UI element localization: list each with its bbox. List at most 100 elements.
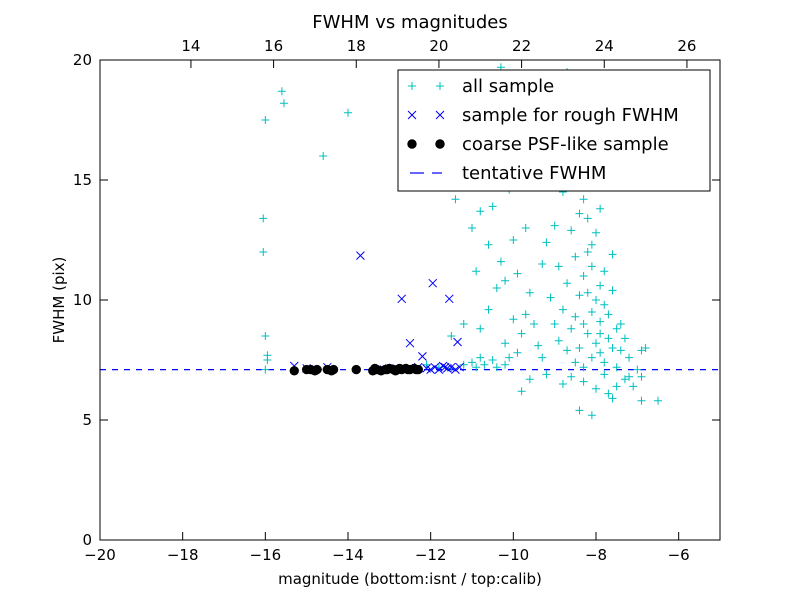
all-sample-point — [550, 221, 559, 230]
all-sample-point — [571, 252, 580, 261]
legend-marker — [436, 82, 444, 90]
x-tick-label: −8 — [585, 546, 607, 564]
x-tick-label: −10 — [498, 546, 530, 564]
rough-fwhm-point — [397, 294, 407, 304]
legend-label: tentative FWHM — [462, 163, 606, 184]
all-sample-point — [484, 240, 493, 249]
rough-fwhm-point — [444, 294, 454, 304]
all-sample-point — [492, 363, 501, 372]
all-sample-point — [592, 384, 600, 393]
legend-marker — [435, 139, 445, 149]
all-sample-point — [459, 320, 468, 328]
all-sample-point — [625, 372, 634, 381]
all-sample-point — [542, 370, 551, 379]
all-sample-point — [501, 276, 510, 285]
rough-fwhm-point — [405, 338, 415, 348]
y-tick-label: 15 — [73, 171, 92, 189]
legend-marker — [408, 82, 416, 90]
all-sample-point — [579, 377, 588, 386]
all-sample-point — [554, 336, 563, 345]
all-sample-point — [616, 346, 625, 355]
all-sample-point — [509, 315, 518, 324]
y-tick-label: 0 — [82, 531, 92, 549]
y-tick-label: 20 — [73, 51, 92, 69]
all-sample-point — [612, 382, 621, 391]
y-tick-label: 10 — [73, 291, 92, 309]
rough-fwhm-point — [426, 365, 436, 374]
all-sample-point — [277, 87, 286, 96]
all-sample-point — [654, 396, 662, 405]
all-sample-point — [596, 204, 605, 213]
all-sample-point — [534, 341, 543, 350]
x-tick-label: −14 — [332, 546, 364, 564]
psf-like-point — [328, 364, 339, 375]
all-sample-point — [525, 375, 534, 384]
all-sample-point — [620, 375, 629, 384]
all-sample-point — [583, 214, 592, 223]
top-x-tick-label: 20 — [429, 37, 448, 55]
all-sample-point — [592, 339, 600, 348]
all-sample-point — [596, 348, 605, 357]
legend-item: all sample — [408, 76, 554, 97]
all-sample-point — [521, 224, 530, 232]
all-sample-point — [604, 310, 613, 319]
all-sample-point — [476, 207, 485, 216]
psf-like-point — [413, 364, 423, 375]
rough-fwhm-point — [440, 362, 450, 372]
legend-item: coarse PSF-like sample — [407, 134, 669, 155]
all-sample-point — [517, 329, 526, 338]
all-sample-point — [575, 209, 584, 218]
all-sample-point — [472, 267, 481, 276]
x-axis-label: magnitude (bottom:isnt / top:calib) — [278, 570, 542, 588]
x-tick-label: −6 — [668, 546, 690, 564]
all-sample-point — [279, 99, 288, 108]
all-sample-point — [488, 202, 497, 211]
all-sample-point — [451, 195, 460, 204]
all-sample-point — [558, 380, 567, 388]
all-sample-point — [587, 240, 596, 249]
all-sample-point — [596, 281, 605, 290]
all-sample-point — [567, 372, 576, 381]
all-sample-point — [629, 382, 638, 391]
all-sample-point — [600, 267, 609, 276]
all-sample-point — [596, 329, 605, 338]
legend-box — [397, 69, 711, 192]
top-x-tick-label: 16 — [264, 37, 283, 55]
y-axis-label: FWHM (pix) — [50, 257, 68, 344]
all-sample-point — [501, 360, 510, 369]
top-x-tick-label: 14 — [181, 37, 200, 55]
all-sample-point — [600, 370, 609, 379]
all-sample-point — [579, 363, 588, 372]
all-sample-point — [501, 339, 510, 348]
axes: −20 −18 −16 −14 −12 −10 −8 −6 0 5 10 15 20 14 16 18 20 22… — [73, 37, 721, 564]
all-sample-point — [538, 353, 547, 362]
legend-label: coarse PSF-like sample — [462, 134, 669, 155]
all-sample-point — [521, 310, 530, 319]
x-tick-label: −12 — [415, 546, 447, 564]
all-sample-point — [538, 260, 547, 268]
all-sample-point — [525, 288, 534, 297]
all-sample-point — [496, 257, 505, 266]
all-sample-point — [587, 411, 596, 420]
legend-marker — [407, 110, 417, 120]
psf-like-point — [351, 364, 361, 375]
all-sample-point — [513, 269, 522, 278]
all-sample-point — [263, 356, 272, 364]
all-sample-point — [625, 353, 634, 362]
all-sample-point — [596, 317, 605, 326]
legend-marker — [435, 110, 445, 120]
all-sample-point — [608, 394, 617, 403]
x-tick-label: −20 — [84, 546, 116, 564]
all-sample-point — [476, 353, 485, 362]
all-sample-point — [575, 291, 584, 300]
all-sample-point — [447, 332, 456, 340]
all-sample-point — [608, 250, 617, 259]
rough-fwhm-point — [451, 365, 460, 374]
all-sample-point — [592, 228, 600, 237]
top-x-tick-label: 26 — [677, 37, 696, 55]
all-sample-point — [472, 363, 481, 372]
all-sample-point — [608, 286, 617, 295]
top-x-tick-label: 18 — [347, 37, 366, 55]
all-sample-point — [505, 353, 514, 362]
